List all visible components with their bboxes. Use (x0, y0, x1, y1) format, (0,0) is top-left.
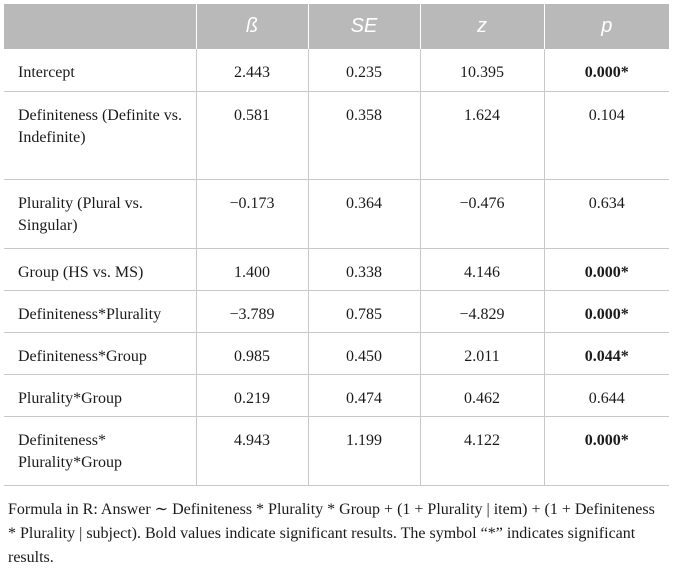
z-cell: 10.395 (419, 49, 544, 92)
regression-table: ß SE z p Intercept 2.443 0.235 10.395 0.… (4, 4, 669, 486)
header-term (4, 4, 196, 49)
se-cell: 0.235 (307, 49, 420, 92)
table-row: Definiteness* Plurality*Group 4.943 1.19… (4, 416, 669, 486)
beta-cell: 2.443 (195, 49, 308, 92)
header-beta: ß (195, 4, 308, 49)
z-cell: 4.122 (419, 416, 544, 486)
z-cell: 0.462 (419, 374, 544, 417)
p-cell: 0.000* (543, 248, 669, 291)
table-row: Group (HS vs. MS) 1.400 0.338 4.146 0.00… (4, 248, 669, 291)
term-cell: Group (HS vs. MS) (4, 248, 196, 291)
z-cell: −4.829 (419, 290, 544, 333)
term-cell: Definiteness (Definite vs. Indefinite) (4, 91, 196, 180)
se-cell: 0.785 (307, 290, 420, 333)
term-cell: Plurality*Group (4, 374, 196, 417)
beta-cell: −3.789 (195, 290, 308, 333)
header-z: z (419, 4, 544, 49)
beta-cell: 4.943 (195, 416, 308, 486)
p-cell: 0.044* (543, 332, 669, 375)
term-cell: Plurality (Plural vs. Singular) (4, 179, 196, 249)
beta-cell: −0.173 (195, 179, 308, 249)
beta-cell: 0.219 (195, 374, 308, 417)
header-p: p (543, 4, 669, 49)
term-cell: Intercept (4, 49, 196, 92)
beta-cell: 0.581 (195, 91, 308, 180)
table-row: Intercept 2.443 0.235 10.395 0.000* (4, 49, 669, 92)
table-row: Definiteness*Group 0.985 0.450 2.011 0.0… (4, 332, 669, 375)
table-row: Definiteness (Definite vs. Indefinite) 0… (4, 91, 669, 180)
se-cell: 0.450 (307, 332, 420, 375)
z-cell: 2.011 (419, 332, 544, 375)
table-row: Plurality*Group 0.219 0.474 0.462 0.644 (4, 374, 669, 417)
z-cell: 4.146 (419, 248, 544, 291)
se-cell: 1.199 (307, 416, 420, 486)
p-cell: 0.634 (543, 179, 669, 249)
p-cell: 0.000* (543, 416, 669, 486)
se-cell: 0.364 (307, 179, 420, 249)
se-cell: 0.474 (307, 374, 420, 417)
se-cell: 0.338 (307, 248, 420, 291)
z-cell: 1.624 (419, 91, 544, 180)
regression-table-container: ß SE z p Intercept 2.443 0.235 10.395 0.… (4, 4, 669, 570)
term-cell: Definiteness*Plurality (4, 290, 196, 333)
term-cell: Definiteness* Plurality*Group (4, 416, 196, 486)
p-cell: 0.000* (543, 49, 669, 92)
table-row: Definiteness*Plurality −3.789 0.785 −4.8… (4, 290, 669, 333)
p-cell: 0.104 (543, 91, 669, 180)
table-footnote: Formula in R: Answer ∼ Definiteness * Pl… (8, 500, 655, 566)
beta-cell: 1.400 (195, 248, 308, 291)
z-cell: −0.476 (419, 179, 544, 249)
table-header-row: ß SE z p (4, 4, 669, 49)
table-row: Plurality (Plural vs. Singular) −0.173 0… (4, 179, 669, 249)
header-se: SE (307, 4, 420, 49)
p-cell: 0.644 (543, 374, 669, 417)
se-cell: 0.358 (307, 91, 420, 180)
beta-cell: 0.985 (195, 332, 308, 375)
p-cell: 0.000* (543, 290, 669, 333)
term-cell: Definiteness*Group (4, 332, 196, 375)
